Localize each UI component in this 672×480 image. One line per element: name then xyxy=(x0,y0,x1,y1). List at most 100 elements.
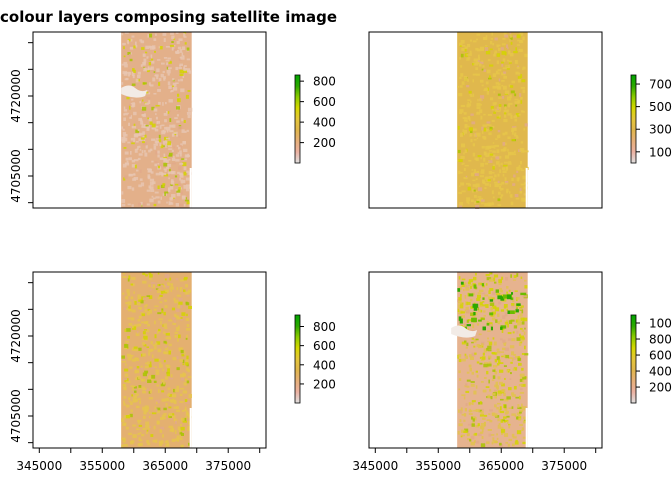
raster-pixel xyxy=(461,413,466,416)
raster-pixel xyxy=(496,293,501,296)
raster-pixel xyxy=(133,386,137,389)
raster-pixel xyxy=(490,434,495,436)
raster-pixel xyxy=(169,171,174,174)
raster-pixel xyxy=(521,383,526,387)
raster-pixel xyxy=(154,305,159,307)
raster-pixel xyxy=(177,126,183,130)
raster-pixel xyxy=(159,171,163,176)
raster-pixel xyxy=(183,373,187,377)
raster-pixel xyxy=(159,125,162,129)
raster-pixel xyxy=(507,443,510,447)
raster-pixel xyxy=(158,82,161,86)
raster-pixel xyxy=(122,292,125,295)
raster-pixel xyxy=(524,353,529,356)
raster-pixel xyxy=(469,356,474,360)
raster-pixel xyxy=(171,35,175,40)
raster-pixel xyxy=(132,424,137,427)
raster-pixel xyxy=(478,309,481,313)
raster-pixel xyxy=(142,202,146,207)
raster-pixel xyxy=(179,435,182,437)
raster-pixel xyxy=(149,412,152,414)
raster-pixel xyxy=(165,440,169,442)
raster-edge xyxy=(525,168,528,208)
raster-pixel xyxy=(154,163,158,167)
raster-pixel xyxy=(468,284,473,286)
raster-pixel xyxy=(167,67,172,70)
raster-pixel xyxy=(165,102,167,105)
raster-pixel xyxy=(498,191,501,195)
raster-pixel xyxy=(485,35,488,38)
raster-pixel xyxy=(494,395,497,399)
legend-tick-label: 10000 xyxy=(649,317,672,331)
raster-pixel xyxy=(490,106,494,110)
raster-pixel xyxy=(509,32,512,35)
raster-pixel xyxy=(502,142,506,146)
raster-pixel xyxy=(175,327,180,332)
raster-pixel xyxy=(176,286,179,291)
raster-pixel xyxy=(156,75,159,80)
raster-pixel xyxy=(149,33,153,38)
raster-pixel xyxy=(473,169,476,173)
raster-pixel xyxy=(503,110,508,113)
raster-pixel xyxy=(128,122,130,126)
raster-pixel xyxy=(503,392,506,397)
raster-pixel xyxy=(502,37,506,40)
raster-pixel xyxy=(511,392,515,396)
raster-pixel xyxy=(170,183,173,187)
raster-pixel xyxy=(496,60,499,65)
raster-pixel xyxy=(478,289,484,292)
raster-pixel xyxy=(466,197,471,202)
raster-pixel xyxy=(504,180,509,184)
raster-pixel xyxy=(484,47,489,51)
raster-pixel xyxy=(491,172,495,174)
raster-pixel xyxy=(169,197,173,201)
raster-pixel xyxy=(171,179,174,182)
raster-pixel xyxy=(149,274,153,278)
raster-pixel xyxy=(517,356,520,358)
raster-pixel xyxy=(121,360,126,363)
legend-tick-label: 400 xyxy=(313,116,336,130)
raster-pixel xyxy=(127,185,132,190)
raster-pixel xyxy=(154,161,158,165)
raster-pixel xyxy=(138,323,142,326)
raster-pixel xyxy=(155,439,158,443)
raster-pixel xyxy=(465,355,468,359)
raster-pixel xyxy=(124,378,129,383)
raster-pixel xyxy=(459,171,463,174)
raster-pixel xyxy=(125,363,127,366)
raster-pixel xyxy=(485,128,489,132)
raster-pixel xyxy=(142,131,145,135)
raster-pixel xyxy=(491,32,493,36)
raster-pixel xyxy=(516,412,521,416)
raster-pixel xyxy=(461,45,466,47)
raster-pixel xyxy=(468,127,473,132)
raster-pixel xyxy=(128,323,133,326)
raster-pixel xyxy=(141,150,144,154)
raster-pixel xyxy=(137,433,140,435)
raster-pixel xyxy=(459,318,463,324)
raster-pixel xyxy=(151,374,156,379)
raster-pixel xyxy=(510,90,515,94)
raster-pixel xyxy=(479,61,484,65)
raster-pixel xyxy=(492,43,494,46)
raster-pixel xyxy=(474,173,479,176)
raster-pixel xyxy=(519,395,521,400)
raster-pixel xyxy=(150,171,154,174)
raster-pixel xyxy=(170,90,172,93)
raster-pixel xyxy=(521,367,524,371)
raster-pixel xyxy=(493,341,497,346)
raster-pixel xyxy=(483,377,487,379)
raster-pixel xyxy=(135,141,139,143)
raster-pixel xyxy=(503,71,507,74)
raster-pixel xyxy=(153,308,157,311)
raster-pixel xyxy=(476,374,479,378)
raster-pixel xyxy=(168,201,171,206)
raster-pixel xyxy=(155,151,158,155)
raster-pixel xyxy=(154,406,157,411)
raster-pixel xyxy=(463,119,467,122)
raster-pixel xyxy=(482,124,487,127)
raster-pixel xyxy=(184,130,187,133)
raster-pixel xyxy=(506,396,511,400)
raster-pixel xyxy=(157,150,160,154)
y-tick-label: 4705000 xyxy=(9,149,23,202)
